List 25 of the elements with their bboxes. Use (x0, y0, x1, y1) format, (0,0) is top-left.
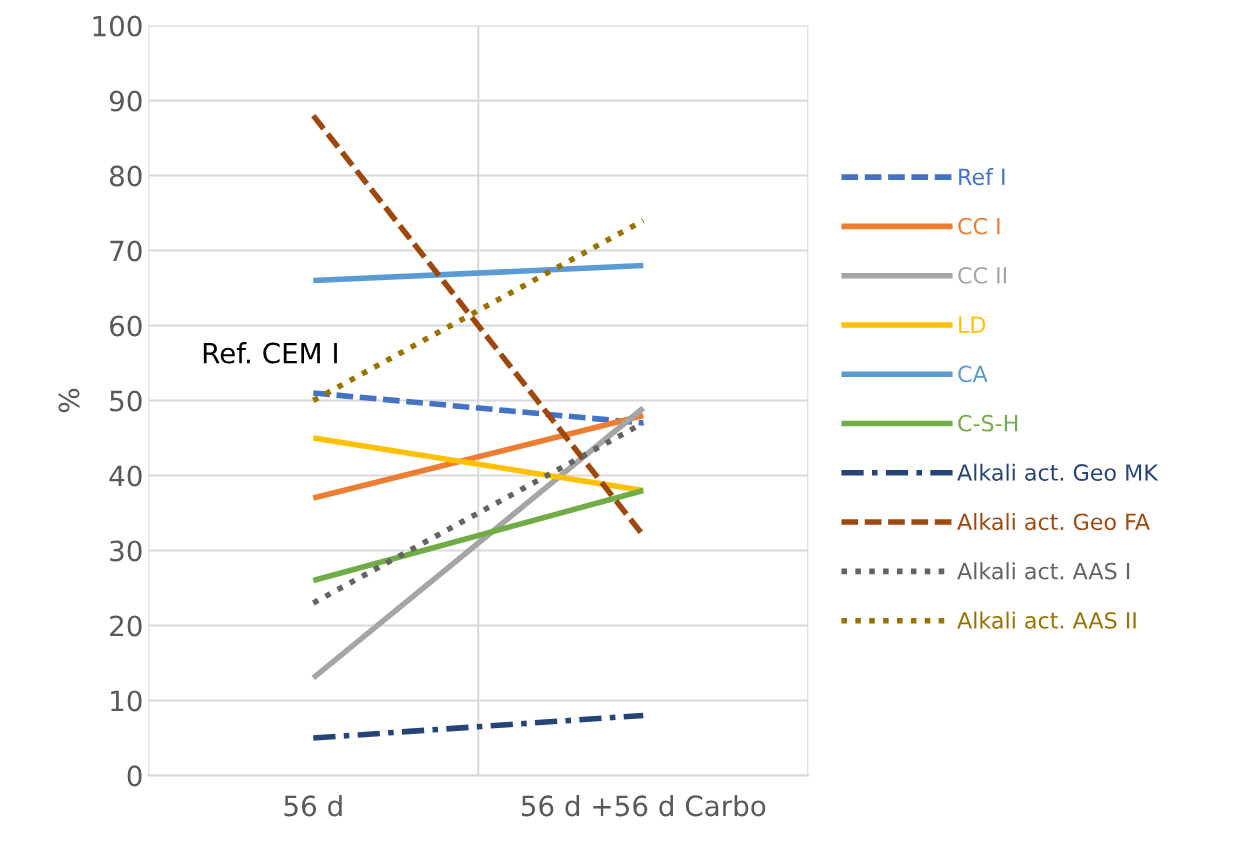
y-tick-label: 90 (109, 90, 142, 112)
y-tick-label: 100 (93, 15, 142, 37)
text: Ref I (959, 167, 1005, 186)
y-tick-label: 80 (110, 165, 142, 187)
text: Alkali act. AAS I (957, 562, 1130, 580)
text: Alkali act. Geo FA (957, 512, 1150, 531)
text: C-S-H (958, 414, 1018, 432)
text: LD (959, 316, 986, 333)
y-tick-label: 30 (110, 540, 142, 562)
y-tick-label: 20 (110, 615, 142, 637)
y-tick-label: 70 (110, 240, 142, 262)
text: CA (958, 365, 988, 383)
x-tick-label: 56 d +56 d Carbo (521, 794, 766, 817)
text: CC I (958, 217, 1000, 235)
x-tick-label: 56 d (284, 794, 342, 817)
text: CC II (958, 266, 1007, 284)
y-axis-title: % (58, 388, 80, 413)
annotation: Ref. CEM I (203, 342, 337, 364)
text: Alkali act. Geo MK (957, 463, 1159, 481)
y-tick-label: 40 (109, 465, 142, 487)
y-tick-label: 50 (110, 390, 142, 412)
y-tick-label: 60 (110, 315, 142, 337)
y-tick-label: 10 (111, 690, 142, 712)
y-tick-label: 0 (127, 765, 142, 787)
text: Alkali act. AAS II (957, 611, 1136, 629)
